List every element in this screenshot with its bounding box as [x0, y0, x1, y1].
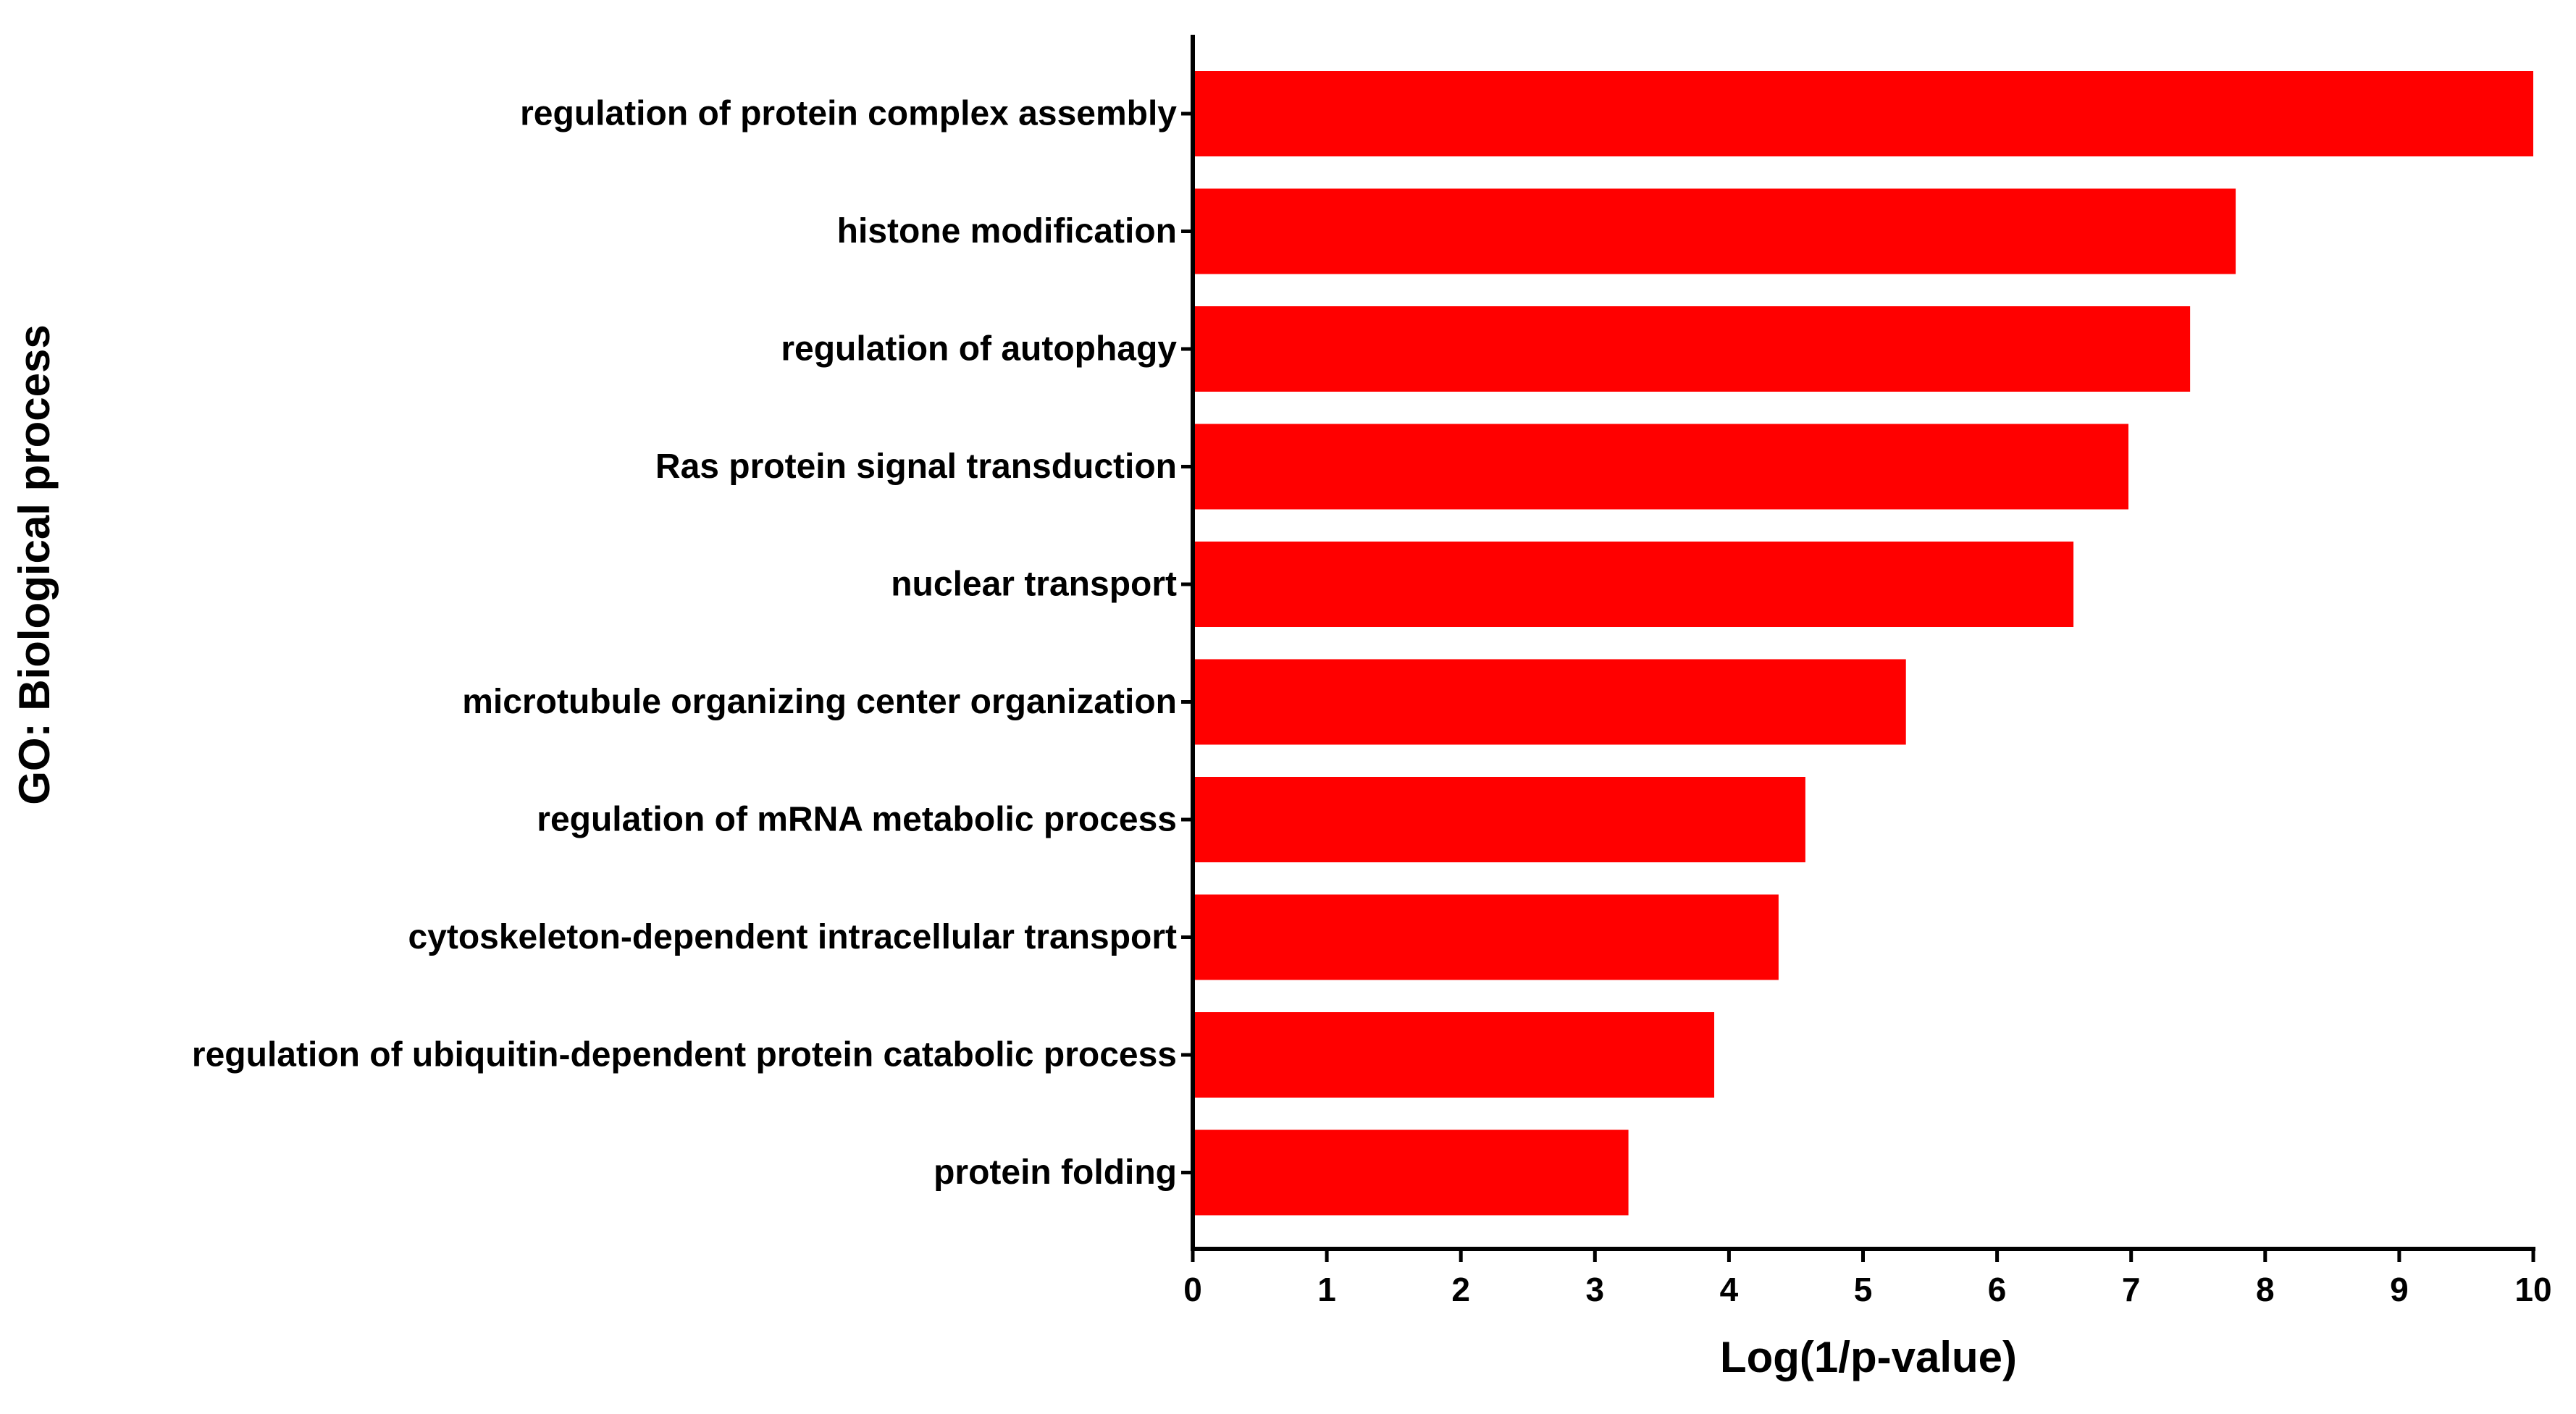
category-label-1: histone modification	[837, 212, 1177, 251]
x-tick-label-9: 9	[2390, 1271, 2409, 1308]
x-tick-label-0: 0	[1183, 1271, 1202, 1308]
x-tick-label-6: 6	[1988, 1271, 2007, 1308]
category-label-9: protein folding	[934, 1153, 1177, 1192]
category-label-8: regulation of ubiquitin-dependent protei…	[192, 1036, 1177, 1074]
x-tick-label-3: 3	[1586, 1271, 1605, 1308]
category-label-4: nuclear transport	[891, 565, 1177, 604]
bar-3	[1193, 424, 2128, 510]
x-tick-label-10: 10	[2514, 1271, 2551, 1308]
bar-0	[1193, 71, 2533, 156]
x-tick-label-1: 1	[1317, 1271, 1336, 1308]
category-label-3: Ras protein signal transduction	[655, 447, 1177, 486]
bar-5	[1193, 659, 1906, 745]
x-tick-label-2: 2	[1451, 1271, 1470, 1308]
bar-1	[1193, 188, 2236, 274]
category-label-6: regulation of mRNA metabolic process	[537, 801, 1177, 839]
bar-6	[1193, 777, 1805, 862]
x-axis: 0 1 2 3 4 5 6 7 8 9 10	[1183, 1247, 2552, 1308]
bar-8	[1193, 1012, 1715, 1098]
category-label-7: cytoskeleton-dependent intracellular tra…	[408, 918, 1177, 956]
x-tick-label-8: 8	[2256, 1271, 2275, 1308]
bars-group	[1193, 71, 2533, 1216]
x-axis-title: Log(1/p-value)	[1720, 1333, 2017, 1381]
x-tick-label-5: 5	[1854, 1271, 1873, 1308]
category-label-2: regulation of autophagy	[781, 330, 1177, 369]
category-label-0: regulation of protein complex assembly	[520, 95, 1177, 133]
y-axis-title: GO: Biological process	[10, 324, 59, 805]
y-axis: regulation of protein complex assembly hi…	[192, 35, 1195, 1250]
x-tick-label-7: 7	[2122, 1271, 2141, 1308]
bar-9	[1193, 1129, 1629, 1216]
category-label-5: microtubule organizing center organizati…	[462, 683, 1177, 721]
bar-7	[1193, 894, 1779, 980]
bar-2	[1193, 306, 2191, 392]
x-tick-label-4: 4	[1720, 1271, 1739, 1308]
bar-4	[1193, 542, 2074, 627]
